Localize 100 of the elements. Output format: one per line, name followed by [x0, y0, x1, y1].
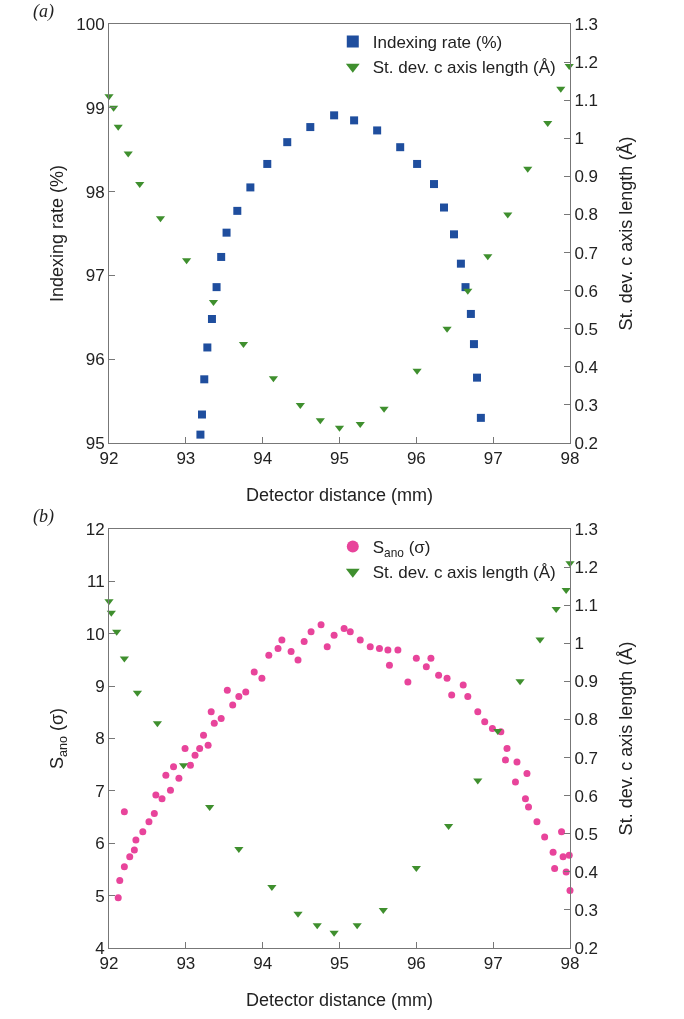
point	[483, 254, 493, 261]
point	[350, 116, 359, 125]
point	[207, 314, 216, 323]
point	[355, 421, 365, 428]
point	[352, 923, 362, 930]
point	[503, 212, 513, 219]
point	[469, 340, 478, 349]
point	[205, 805, 215, 812]
y2-tick-label: 1.3	[574, 519, 599, 539]
legend-label: Indexing rate (%)	[372, 33, 503, 53]
point	[222, 228, 231, 237]
point	[473, 373, 482, 382]
y2-tick-label: 0.9	[574, 672, 599, 692]
point	[411, 866, 421, 873]
point	[135, 181, 145, 188]
point	[543, 121, 553, 128]
x-tick-label: 95	[330, 449, 349, 469]
y-tick-label: 96	[85, 350, 105, 370]
y2-tick-label: 0.8	[574, 205, 599, 225]
y-tick-label: 8	[95, 729, 105, 749]
point	[283, 138, 292, 147]
point	[315, 418, 325, 425]
y2-tick-label: 0.6	[574, 281, 599, 301]
point	[561, 587, 571, 594]
x-tick-label: 97	[483, 449, 503, 469]
point	[396, 143, 405, 152]
y-tick-label: 100	[76, 14, 105, 34]
y-tick-label: 98	[85, 182, 105, 202]
point	[413, 159, 422, 168]
point	[476, 413, 485, 422]
legend-label: S$_{ano}$ (σ)	[372, 538, 431, 560]
y2-tick-label: 0.8	[574, 710, 599, 730]
y-tick-label: 12	[85, 519, 105, 539]
legend-label: St. dev. c axis length (Å)	[372, 563, 556, 583]
point	[312, 923, 322, 930]
point	[493, 728, 503, 735]
point	[515, 679, 525, 686]
y2-tick-label: 0.4	[574, 357, 599, 377]
y-tick-label: 99	[85, 98, 105, 118]
point	[200, 375, 209, 384]
y-tick-label: 9	[95, 677, 105, 697]
y-tick-label: 97	[85, 266, 105, 286]
point	[430, 180, 439, 189]
y2-tick-label: 1	[574, 129, 584, 149]
x-axis-title: Detector distance (mm)	[245, 990, 434, 1010]
y-tick-label: 10	[85, 624, 105, 644]
point	[104, 94, 114, 101]
x-tick-label: 96	[406, 954, 426, 974]
point	[233, 206, 242, 215]
y2-tick-label: 0.6	[574, 786, 599, 806]
point	[330, 111, 339, 120]
point	[378, 907, 388, 914]
x-tick-label: 97	[483, 954, 503, 974]
y2-tick-label: 0.7	[574, 748, 599, 768]
point	[373, 126, 382, 135]
y2-tick-label: 0.5	[574, 824, 599, 844]
point	[246, 183, 255, 192]
point	[203, 343, 212, 352]
point	[112, 629, 122, 636]
point	[556, 86, 566, 93]
y2-tick-label: 0.3	[574, 900, 599, 920]
y2-tick-label: 0.9	[574, 167, 599, 187]
point	[197, 410, 206, 419]
y2-tick-label: 1.1	[574, 91, 599, 111]
point	[212, 283, 221, 292]
y-axis-title: Indexing rate (%)	[47, 164, 67, 303]
point	[267, 885, 277, 892]
y-tick-label: 5	[95, 886, 105, 906]
y-tick-label: 7	[95, 781, 105, 801]
x-tick-label: 96	[406, 449, 426, 469]
point	[104, 599, 114, 606]
x-tick-label: 94	[253, 449, 273, 469]
y2-tick-label: 0.3	[574, 395, 599, 415]
point	[196, 430, 205, 439]
point	[217, 252, 226, 261]
x-tick-label: 93	[176, 954, 196, 974]
point	[456, 259, 465, 268]
point	[234, 846, 244, 853]
x-tick-label: 94	[253, 954, 273, 974]
text: (b)	[33, 506, 54, 527]
y2-tick-label: 1	[574, 634, 584, 654]
point	[306, 123, 315, 132]
y2-tick-label: 0.4	[574, 862, 599, 882]
point	[113, 124, 123, 131]
x-tick-label: 93	[176, 449, 196, 469]
y2-tick-label: 0.7	[574, 243, 599, 263]
point	[551, 606, 561, 613]
point	[466, 309, 475, 318]
y2-tick-label: 1.1	[574, 596, 599, 616]
x-axis-title: Detector distance (mm)	[245, 485, 434, 505]
y2-tick-label: 0.5	[574, 319, 599, 339]
text: (a)	[33, 1, 54, 22]
point	[439, 203, 448, 212]
legend-label: St. dev. c axis length (Å)	[372, 58, 556, 78]
y2-axis-title: St. dev. c axis length (Å)	[616, 136, 637, 331]
point	[535, 637, 545, 644]
point	[263, 159, 272, 168]
y-tick-label: 6	[95, 834, 105, 854]
y2-tick-label: 1.3	[574, 14, 599, 34]
y-tick-label: 11	[86, 572, 105, 592]
